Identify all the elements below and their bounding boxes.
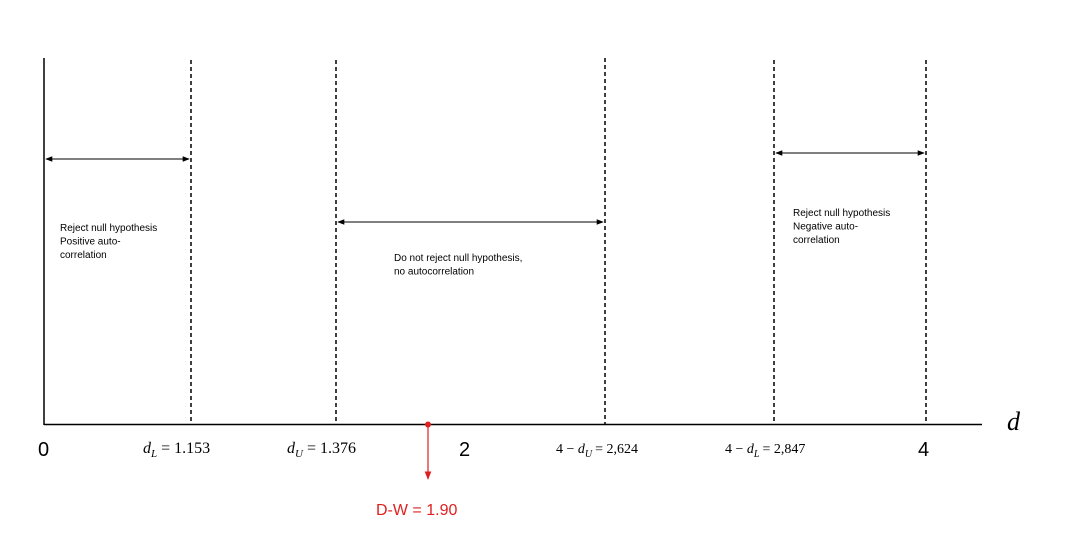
dL-value: = 1.153 [161,440,210,457]
tick-label-2: 2 [459,439,470,461]
4-minus-dL-symbol: d [747,442,755,457]
region-positive-line-1: Reject null hypothesis [60,223,157,234]
critical-label-4-minus-dU: 4 − dU = 2,624 [556,442,638,460]
4-minus-dU-symbol: d [578,442,586,457]
dw-statistic-dot [425,421,431,428]
4-minus-dU-value: = 2,624 [595,442,638,457]
region-negative-line-3: correlation [793,235,840,246]
4-minus-dL-prefix: 4 − [725,442,747,457]
region-text-positive: Reject null hypothesis Positive auto- co… [60,223,160,261]
region-none-line-2: no autocorrelation [394,267,474,278]
dw-statistic-label: D-W = 1.90 [376,502,457,519]
critical-label-4-minus-dL: 4 − dL = 2,847 [725,442,805,460]
4-minus-dL-value: = 2,847 [762,442,805,457]
region-positive-line-3: correlation [60,250,107,261]
region-none-line-1: Do not reject null hypothesis, [394,253,522,264]
4-minus-dL-subscript: L [753,449,760,460]
critical-label-dL: dL = 1.153 [143,440,210,460]
region-positive-line-2: Positive auto- [60,237,121,248]
dL-symbol: d [143,440,152,457]
4-minus-dU-subscript: U [585,449,593,460]
region-negative-line-1: Reject null hypothesis [793,208,890,219]
4-minus-dU-prefix: 4 − [556,442,578,457]
axis-variable-d: d [1007,407,1021,436]
tick-label-0: 0 [38,439,49,461]
critical-label-dU: dU = 1.376 [287,440,356,460]
dU-value: = 1.376 [307,440,356,457]
dL-subscript: L [150,448,157,460]
tick-label-4: 4 [918,439,929,461]
dU-symbol: d [287,440,296,457]
region-text-none: Do not reject null hypothesis, no autoco… [394,253,525,278]
region-negative-line-2: Negative auto- [793,222,858,233]
dU-subscript: U [295,448,304,460]
region-text-negative: Reject null hypothesis Negative auto- co… [793,208,893,246]
